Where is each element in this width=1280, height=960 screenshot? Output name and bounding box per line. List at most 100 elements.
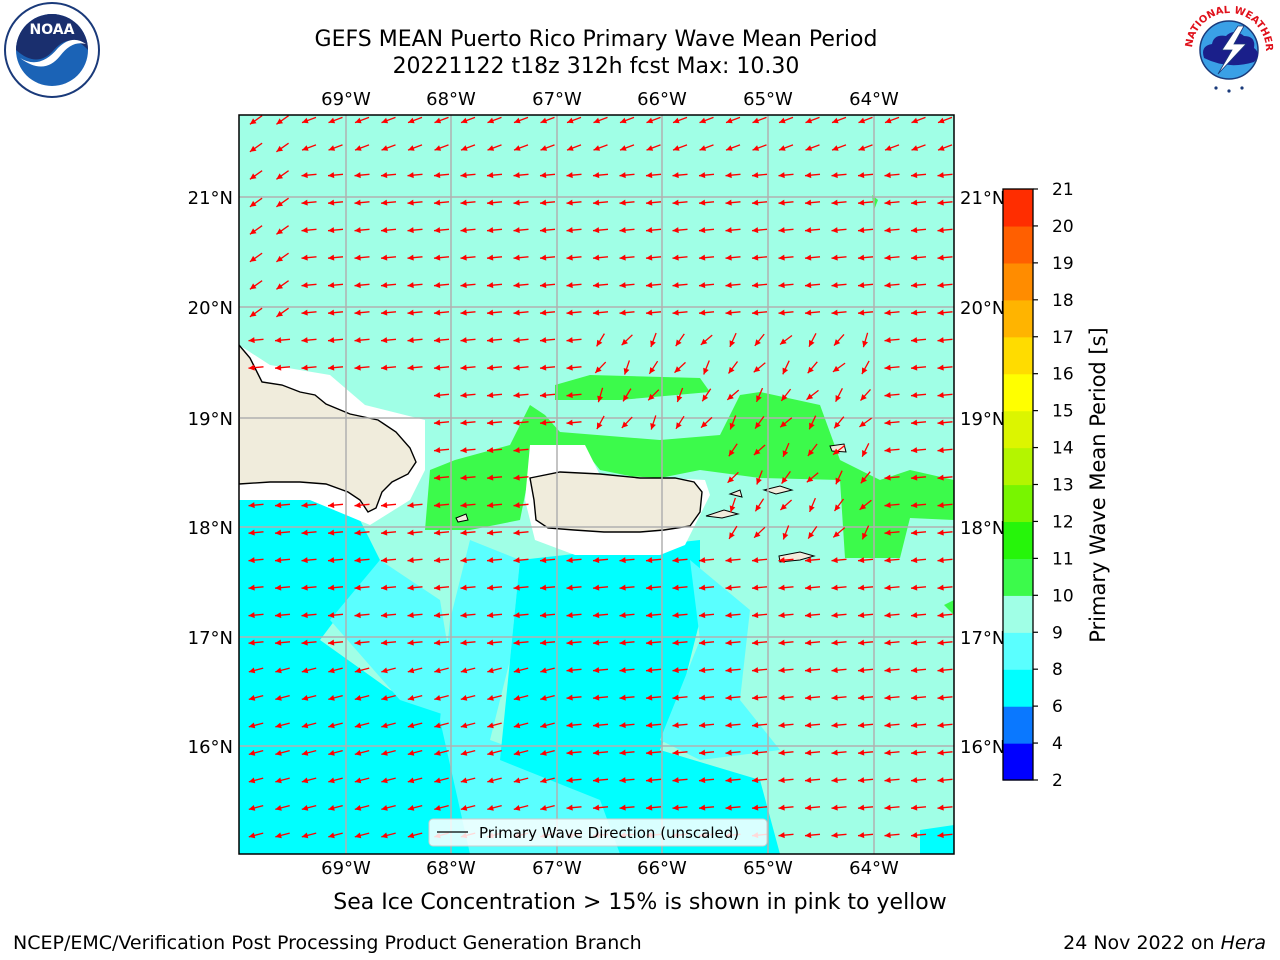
wave-arrow-head	[593, 199, 600, 206]
wave-arrow-head	[858, 309, 865, 316]
wave-arrow-head	[809, 505, 815, 512]
wave-arrow-head	[621, 421, 629, 428]
wave-arrow-head	[301, 199, 308, 206]
wave-arrow-head	[858, 254, 865, 261]
wave-arrow-head	[884, 777, 891, 784]
wave-arrow-head	[301, 750, 309, 756]
wave-arrow-head	[248, 639, 255, 646]
wave-arrow-head	[566, 309, 573, 316]
wave-arrow-head	[434, 227, 441, 234]
wave-arrow-head	[831, 254, 838, 261]
wave-arrow-head	[884, 199, 891, 206]
wave-arrow-head	[381, 337, 388, 344]
field-10-11s-band-1	[555, 375, 710, 400]
graticule	[239, 115, 954, 854]
wave-arrow-head	[858, 777, 865, 784]
wave-arrow-head	[699, 172, 706, 179]
wave-arrow-head	[354, 199, 361, 206]
wave-arrow-head	[275, 529, 282, 536]
wave-arrow-head	[646, 227, 653, 234]
wave-arrow-head	[328, 612, 335, 619]
wave-arrow-head	[778, 804, 785, 811]
wave-arrow-head	[911, 474, 918, 481]
wave-arrow-head	[460, 667, 468, 674]
wave-arrow-head	[513, 805, 521, 811]
wave-arrow-head	[487, 722, 494, 729]
wave-arrow-head	[672, 804, 679, 811]
wave-arrow-head	[725, 172, 732, 179]
wave-arrow-head	[248, 695, 256, 701]
wave-arrow-head	[752, 254, 759, 261]
wave-arrow-head	[911, 337, 918, 344]
wave-arrow-head	[328, 337, 335, 344]
wave-arrow-head	[513, 364, 520, 371]
wave-arrow-head	[434, 392, 441, 399]
wave-arrow-head	[858, 832, 865, 839]
wave-arrow-head	[725, 557, 732, 564]
wave-arrow-head	[699, 145, 707, 151]
wave-arrow-head	[354, 639, 361, 646]
wave-arrow-head	[301, 557, 308, 564]
wave-arrow-head	[672, 667, 679, 674]
wave-arrow-head	[407, 722, 415, 729]
wave-arrow-head	[566, 557, 573, 564]
colorbar-tick-label: 12	[1052, 512, 1074, 532]
wave-arrow-head	[831, 309, 838, 316]
wave-arrow-head	[619, 584, 626, 591]
wave-arrow-head	[728, 366, 735, 374]
wave-arrow-head	[487, 529, 494, 536]
wave-arrow-head	[434, 474, 441, 481]
wave-arrow-head	[407, 282, 414, 289]
wave-arrow-head	[301, 722, 309, 729]
wave-arrow-head	[513, 667, 521, 674]
wave-arrow-head	[674, 366, 681, 373]
wave-arrow-head	[302, 117, 309, 124]
wave-arrow-head	[779, 145, 786, 151]
wave-arrow-head	[672, 557, 679, 564]
wave-arrow-head	[780, 338, 787, 345]
wave-arrow-head	[937, 557, 944, 564]
wave-arrow-head	[540, 777, 547, 784]
wave-arrow-head	[752, 172, 759, 179]
wave-arrow-head	[831, 199, 838, 206]
wave-arrow-head	[328, 502, 335, 509]
wave-arrow-head	[805, 832, 812, 839]
wave-arrow-head	[381, 117, 389, 124]
wave-arrow-head	[249, 118, 257, 125]
colorbar-tick-label: 20	[1052, 217, 1074, 237]
field-8-9s-a	[330, 560, 460, 720]
wave-arrow-head	[487, 750, 494, 756]
wave-arrow-head	[381, 777, 388, 784]
wave-arrow-head	[833, 531, 840, 538]
wave-arrow-head	[805, 282, 812, 289]
wave-arrow-head	[301, 639, 308, 646]
wave-arrow-head	[753, 448, 761, 455]
wave-arrow-head	[381, 750, 388, 756]
wave-arrow-head	[566, 612, 573, 619]
wave-arrow-head	[248, 584, 255, 591]
wave-arrow-head	[566, 777, 573, 784]
wave-arrow-head	[513, 172, 520, 179]
wave-arrow-head	[619, 199, 626, 206]
wave-arrow-head	[858, 804, 865, 811]
wave-arrow-head	[248, 750, 256, 756]
wave-arrow-head	[778, 749, 785, 756]
axis-tick-labels: 69°W 69°W 68°W 68°W 67°W 67°W 66°W 66°W 65°W 65°W…	[188, 89, 1006, 879]
wave-arrow-head	[460, 254, 467, 261]
wave-arrow-head	[752, 227, 759, 234]
wave-arrow-head	[275, 557, 282, 564]
wave-arrow-head	[408, 145, 415, 151]
colorbar-label: Primary Wave Mean Period [s]	[1086, 327, 1110, 643]
wave-arrow-head	[753, 366, 761, 373]
wave-arrow-head	[805, 227, 812, 234]
wave-arrow-head	[884, 419, 891, 426]
wave-arrow-head	[778, 199, 785, 206]
wave-arrow-head	[407, 199, 414, 206]
wave-arrow-head	[831, 639, 838, 646]
wave-arrow-head	[354, 172, 361, 179]
wave-arrow-head	[752, 722, 759, 729]
wave-arrow-head	[407, 832, 415, 839]
wave-arrow-head	[646, 694, 653, 701]
wave-arrow-head	[619, 309, 626, 316]
